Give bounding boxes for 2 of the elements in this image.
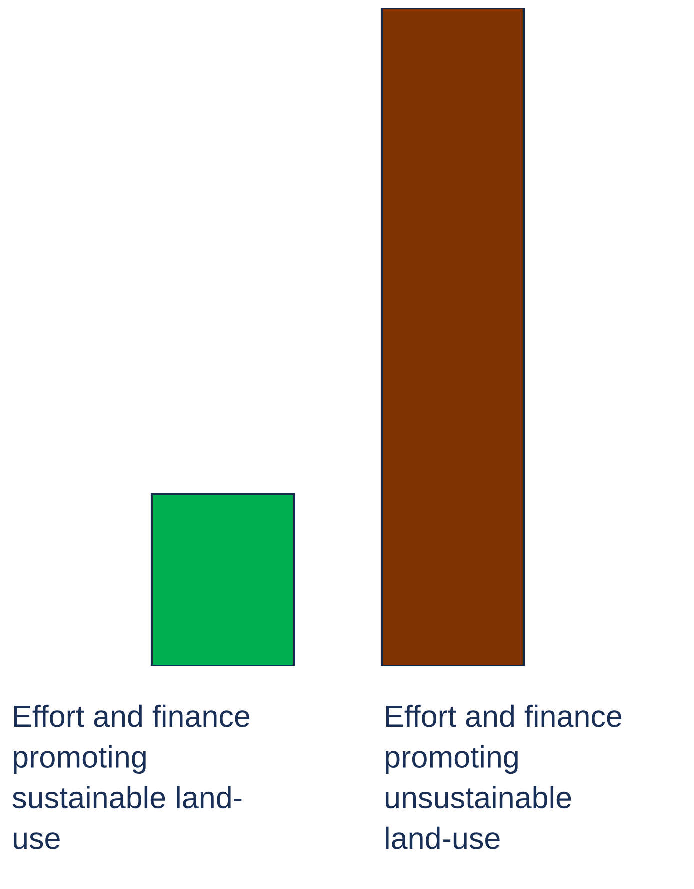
x-tick-label: Effort and finance promoting unsustainable land-use bbox=[386, 704, 622, 850]
x-tick-label: Effort and finance promoting sustainable land- use bbox=[12, 704, 250, 850]
